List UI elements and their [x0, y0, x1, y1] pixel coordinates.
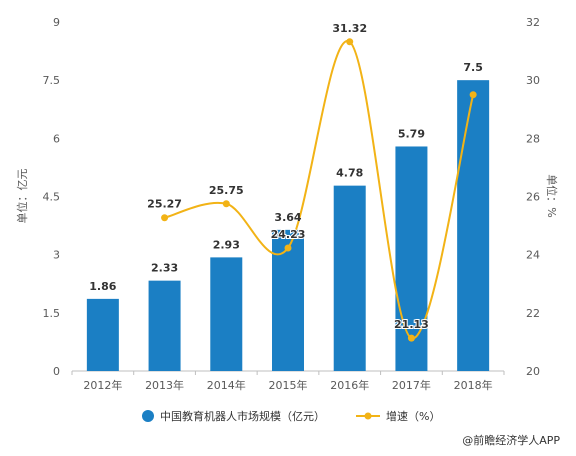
growth-value-label: 31.32: [332, 22, 367, 35]
legend-line-swatch-marker: [364, 412, 372, 420]
source-credit: @前瞻经济学人APP: [462, 433, 560, 447]
right-tick-label: 28: [526, 132, 540, 145]
left-tick-label: 9: [53, 16, 60, 29]
growth-line: [164, 40, 475, 340]
legend-bar-label: 中国教育机器人市场规模（亿元）: [160, 409, 325, 423]
x-tick-label: 2017年: [392, 378, 431, 392]
growth-value-label: 21.13: [394, 318, 429, 331]
growth-point: [469, 91, 477, 99]
x-tick-label: 2013年: [145, 378, 184, 392]
bar: [457, 80, 490, 372]
bar: [86, 298, 119, 371]
x-tick-label: 2014年: [207, 378, 246, 392]
bar-series: [86, 80, 490, 372]
legend: 中国教育机器人市场规模（亿元） 增速（%）: [142, 409, 440, 423]
axes: 0 1.5 3 4.5 6 7.5 9 20 22 24 26 28 30 32 2012年 2013年 201…: [43, 16, 541, 392]
bar-value-label: 5.79: [398, 127, 425, 140]
left-tick-label: 3: [53, 249, 60, 262]
bar: [333, 185, 366, 371]
bar-value-label: 4.78: [336, 167, 363, 180]
bar: [210, 257, 243, 371]
right-tick-label: 24: [526, 249, 540, 262]
legend-line-label: 增速（%）: [386, 409, 440, 423]
x-tick-label: 2012年: [83, 378, 122, 392]
bar: [148, 280, 181, 371]
x-tick-label: 2018年: [454, 378, 493, 392]
growth-value-label: 24.23: [271, 228, 306, 241]
right-tick-label: 20: [526, 365, 540, 378]
left-tick-label: 1.5: [43, 307, 61, 320]
growth-value-label: 25.27: [147, 198, 182, 211]
growth-value-label: 25.75: [209, 184, 244, 197]
bar: [395, 146, 428, 371]
bar-value-label: 1.86: [89, 280, 116, 293]
right-tick-label: 22: [526, 307, 540, 320]
legend-bar-swatch: [142, 410, 154, 422]
x-tick-label: 2016年: [330, 378, 369, 392]
left-tick-label: 4.5: [43, 191, 61, 204]
growth-point: [161, 214, 169, 222]
bar-value-label: 7.5: [463, 61, 483, 74]
left-tick-label: 7.5: [43, 74, 61, 87]
growth-point: [346, 38, 354, 46]
growth-line-series: [161, 38, 477, 342]
growth-point: [407, 334, 415, 342]
growth-point: [284, 244, 292, 252]
bar-value-label: 2.93: [213, 238, 240, 251]
left-axis-title: 单位：亿元: [15, 169, 29, 224]
bar-value-label: 2.33: [151, 262, 178, 275]
growth-point: [222, 200, 230, 208]
left-tick-label: 6: [53, 132, 60, 145]
bar-value-label: 3.64: [274, 211, 301, 224]
x-tick-label: 2015年: [269, 378, 308, 392]
left-tick-label: 0: [53, 365, 60, 378]
right-axis-title: 单位：%: [545, 174, 559, 217]
right-tick-label: 26: [526, 191, 540, 204]
right-tick-label: 30: [526, 74, 540, 87]
right-tick-label: 32: [526, 16, 540, 29]
data-labels: 1.86 2.33 2.93 3.64 4.78 5.79 7.5 25.27 25.75 24.…: [89, 21, 483, 332]
